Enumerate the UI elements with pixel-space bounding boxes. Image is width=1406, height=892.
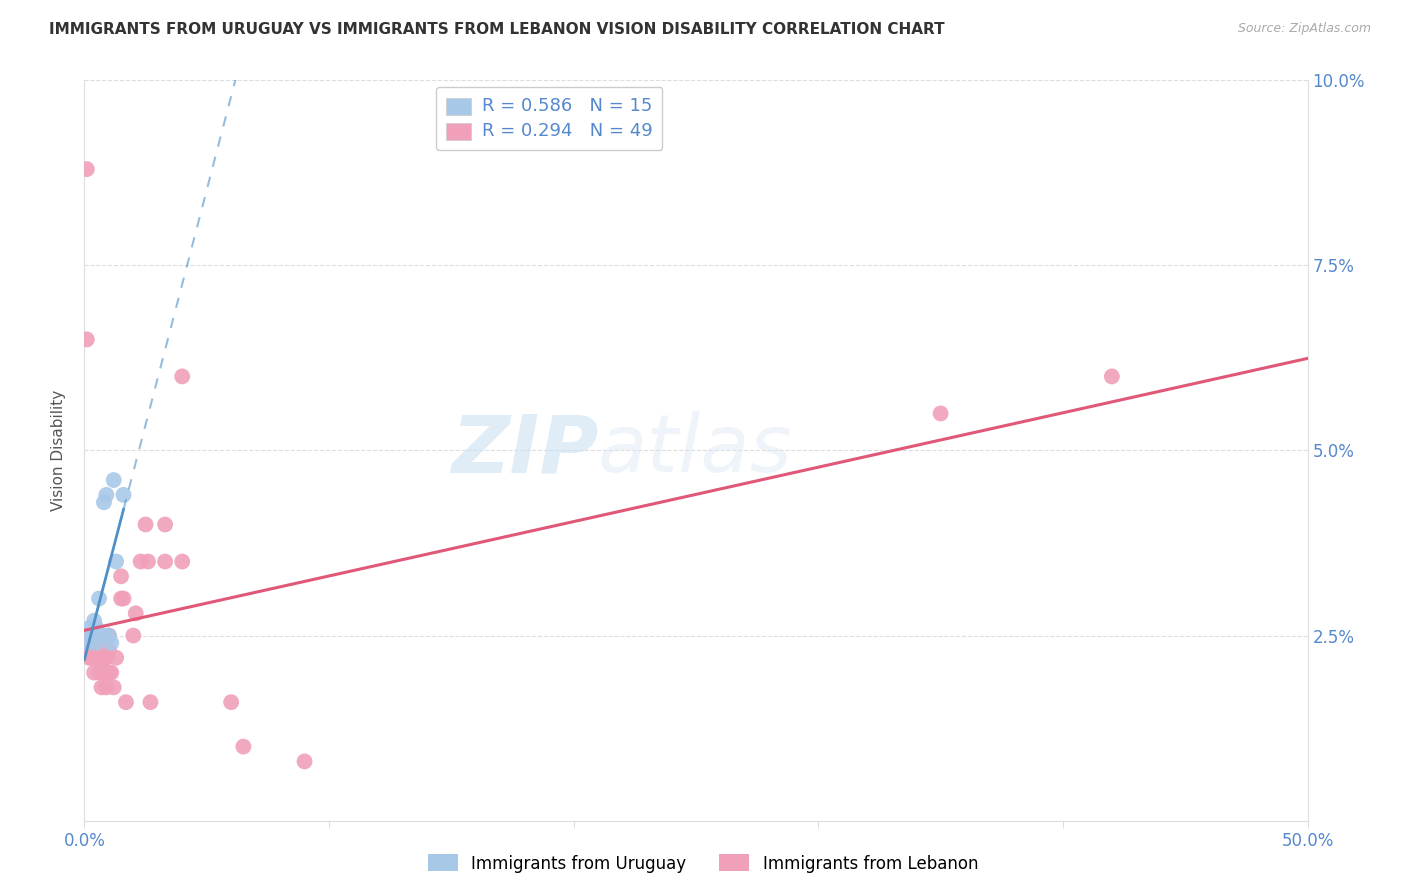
Point	[294, 755, 316, 769]
Point	[122, 628, 145, 642]
Point	[86, 621, 108, 635]
Point	[76, 162, 98, 177]
Point	[83, 636, 105, 650]
Point	[76, 332, 98, 346]
Point	[153, 517, 176, 532]
Point	[232, 739, 254, 754]
Point	[77, 621, 100, 635]
Text: IMMIGRANTS FROM URUGUAY VS IMMIGRANTS FROM LEBANON VISION DISABILITY CORRELATION: IMMIGRANTS FROM URUGUAY VS IMMIGRANTS FR…	[49, 22, 945, 37]
Point	[96, 488, 118, 502]
Point	[105, 554, 128, 569]
Point	[97, 665, 120, 680]
Point	[87, 665, 110, 680]
Point	[87, 650, 110, 665]
Point	[1101, 369, 1123, 384]
Point	[80, 650, 103, 665]
Point	[136, 554, 159, 569]
Point	[83, 665, 105, 680]
Text: ZIP: ZIP	[451, 411, 598, 490]
Point	[77, 643, 100, 657]
Point	[112, 591, 135, 606]
Text: Source: ZipAtlas.com: Source: ZipAtlas.com	[1237, 22, 1371, 36]
Point	[90, 628, 112, 642]
Point	[83, 614, 105, 628]
Text: atlas: atlas	[598, 411, 793, 490]
Point	[100, 665, 122, 680]
Point	[97, 628, 120, 642]
Point	[77, 628, 100, 642]
Point	[172, 554, 194, 569]
Point	[93, 495, 115, 509]
Point	[172, 369, 194, 384]
Point	[80, 636, 103, 650]
Point	[96, 665, 118, 680]
Point	[86, 636, 108, 650]
Point	[87, 643, 110, 657]
Point	[153, 554, 176, 569]
Point	[87, 591, 110, 606]
Point	[77, 650, 100, 665]
Point	[97, 628, 120, 642]
Point	[90, 665, 112, 680]
Point	[97, 643, 120, 657]
Point	[76, 628, 98, 642]
Point	[86, 636, 108, 650]
Point	[76, 636, 98, 650]
Point	[93, 650, 115, 665]
Point	[90, 665, 112, 680]
Legend: Immigrants from Uruguay, Immigrants from Lebanon: Immigrants from Uruguay, Immigrants from…	[420, 847, 986, 880]
Point	[80, 628, 103, 642]
Point	[90, 681, 112, 695]
Point	[103, 681, 125, 695]
Point	[96, 681, 118, 695]
Point	[135, 517, 157, 532]
Point	[86, 650, 108, 665]
Point	[129, 554, 152, 569]
Point	[103, 473, 125, 487]
Point	[219, 695, 242, 709]
Point	[100, 636, 122, 650]
Point	[139, 695, 162, 709]
Point	[929, 407, 952, 421]
Point	[93, 636, 115, 650]
Point	[83, 643, 105, 657]
Point	[115, 695, 138, 709]
Point	[110, 591, 132, 606]
Point	[110, 569, 132, 583]
Point	[105, 650, 128, 665]
Point	[112, 488, 135, 502]
Legend: R = 0.586   N = 15, R = 0.294   N = 49: R = 0.586 N = 15, R = 0.294 N = 49	[436, 87, 662, 150]
Point	[125, 607, 148, 621]
Y-axis label: Vision Disability: Vision Disability	[51, 390, 66, 511]
Point	[96, 650, 118, 665]
